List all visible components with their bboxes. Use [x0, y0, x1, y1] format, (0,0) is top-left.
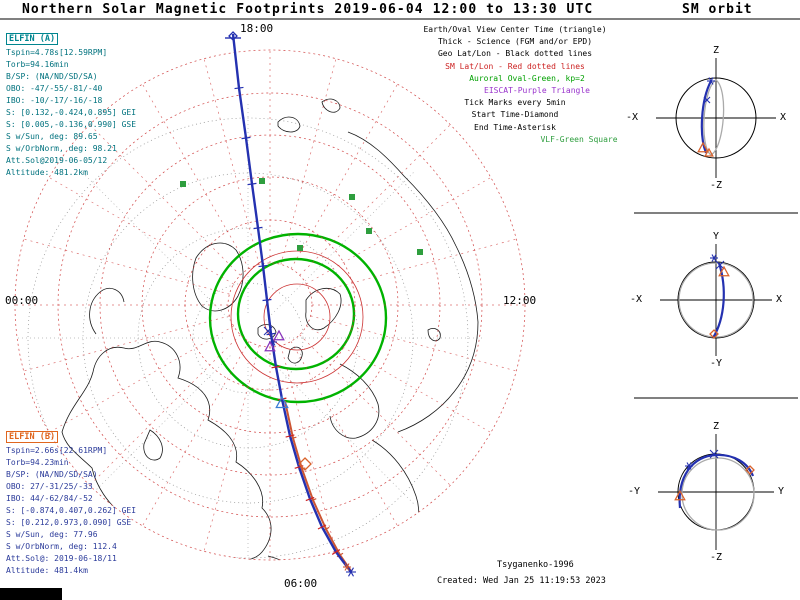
- 5min-tick: [247, 182, 257, 186]
- panel1-orbit-gray: [703, 79, 725, 156]
- sm-lat-circle: [263, 283, 331, 351]
- start-time-diamond-b: [298, 457, 312, 471]
- sm-grid-radial: [310, 238, 517, 295]
- orbit-triangle-marker: [697, 141, 709, 153]
- panel1-science-arc: [700, 80, 712, 154]
- sm-grid-radial: [23, 315, 230, 372]
- coastline: [371, 439, 420, 549]
- geo-grid-meridian: [81, 355, 231, 505]
- coastline: [321, 98, 341, 113]
- orbit-triangle-marker: [674, 489, 686, 501]
- 5min-tick: [271, 365, 281, 369]
- geo-grid-circle: [27, 117, 469, 559]
- sm-grid-radial: [203, 58, 260, 265]
- view-center-time-triangle: [275, 395, 289, 409]
- sm-grid-radial: [142, 341, 250, 527]
- geo-grid-circle: [82, 172, 414, 504]
- coastline: [257, 324, 277, 340]
- eiscat-triangle: [264, 340, 276, 352]
- vlf-square: [349, 194, 355, 200]
- geo-grid-meridian: [265, 355, 415, 505]
- orbit-triangle-marker: [704, 147, 714, 157]
- geo-grid-circle: [192, 282, 304, 394]
- end-time-asterisk-a: [348, 567, 354, 577]
- coastline: [61, 340, 272, 560]
- sm-grid-radial: [89, 334, 241, 486]
- vlf-square: [259, 178, 265, 184]
- coastline: [277, 116, 301, 133]
- start-time-diamond-a: [228, 31, 238, 41]
- orbit-x-marker: [709, 449, 719, 459]
- panel1-earth-circle: [675, 77, 757, 159]
- sm-grid-radial: [280, 345, 337, 552]
- sm-grid-radial: [142, 83, 250, 269]
- panel2-science-arc: [712, 262, 725, 339]
- auroral-oval: [236, 257, 356, 371]
- orbit-x-marker: [715, 260, 725, 270]
- 5min-tick: [262, 298, 272, 302]
- sm-grid-radial: [48, 325, 234, 433]
- coastline: [267, 555, 311, 560]
- 5min-tick: [277, 397, 287, 401]
- panel3-orbit-gray: [681, 457, 755, 531]
- station-x-marker: [263, 326, 273, 336]
- coastline: [427, 328, 441, 342]
- end-time-asterisk: [711, 254, 717, 262]
- vlf-square: [366, 228, 372, 234]
- geo-grid-meridian: [81, 171, 231, 321]
- panel3-science-arc: [678, 453, 755, 509]
- panel2-earth-circle: [677, 261, 755, 339]
- orbit-x-marker: [703, 96, 711, 104]
- map-layer: [15, 98, 483, 560]
- start-time-diamond: [709, 329, 719, 339]
- coastline: [89, 288, 125, 335]
- 5min-tick: [234, 86, 244, 90]
- auroral-oval: [208, 232, 388, 404]
- coastline: [347, 131, 479, 433]
- end-time-asterisk-b: [344, 563, 350, 571]
- 5min-tick: [305, 496, 315, 502]
- eiscat-triangle: [273, 329, 285, 341]
- 5min-tick: [285, 434, 295, 438]
- elfin-b-footprint-track: [284, 400, 352, 572]
- geo-grid-circle: [137, 227, 359, 449]
- sm-grid-radial: [23, 238, 230, 295]
- end-time-asterisk: [708, 77, 714, 85]
- 5min-tick: [253, 226, 263, 230]
- vlf-square: [417, 249, 423, 255]
- start-time-diamond: [745, 465, 755, 475]
- elfin-a-footprint-track: [231, 33, 352, 573]
- panel2-orbit-gray: [678, 262, 754, 338]
- 5min-tick: [241, 136, 251, 140]
- coastline: [192, 242, 244, 312]
- coastline: [305, 287, 342, 331]
- sm-lat-circle: [230, 250, 364, 384]
- coastline: [287, 346, 303, 364]
- 5min-tick: [258, 264, 268, 268]
- orbit-triangle-marker: [718, 265, 730, 277]
- vlf-square: [180, 181, 186, 187]
- sm-grid-radial: [203, 345, 260, 552]
- geo-grid-meridian: [265, 171, 415, 321]
- coastline: [329, 363, 380, 439]
- 5min-tick: [331, 549, 341, 555]
- sm-grid-radial: [89, 124, 241, 276]
- sm-grid-radial: [310, 315, 517, 372]
- 5min-tick: [317, 524, 327, 530]
- vlf-square: [297, 245, 303, 251]
- coastline: [143, 429, 163, 461]
- sm-grid-circle: [14, 49, 526, 561]
- end-time-asterisk: [686, 462, 692, 470]
